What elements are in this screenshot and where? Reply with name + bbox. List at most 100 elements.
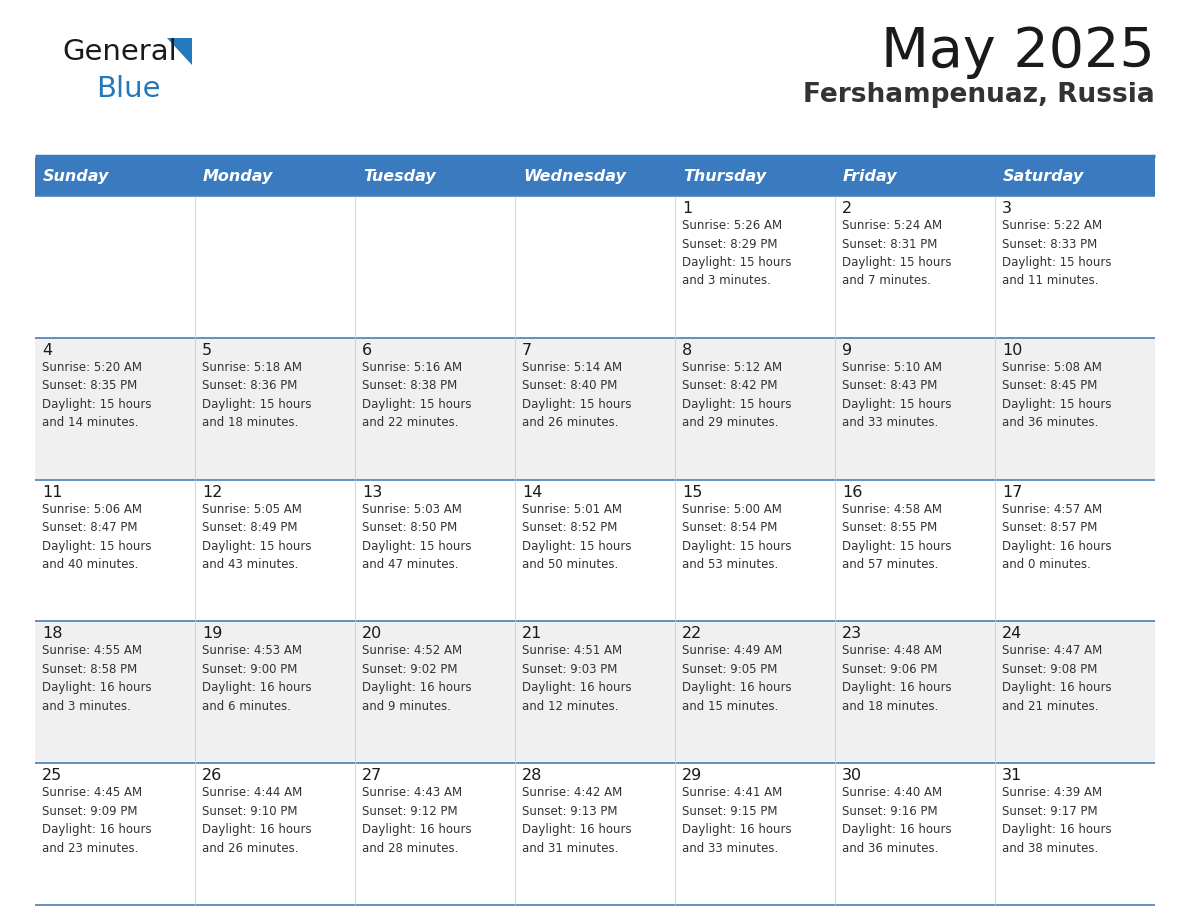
Bar	[195, 196, 355, 338]
Bar	[195, 338, 355, 479]
Bar	[516, 338, 675, 479]
Text: Sunrise: 4:48 AM
Sunset: 9:06 PM
Daylight: 16 hours
and 18 minutes.: Sunrise: 4:48 AM Sunset: 9:06 PM Dayligh…	[842, 644, 952, 713]
Text: Sunrise: 5:20 AM
Sunset: 8:35 PM
Daylight: 15 hours
and 14 minutes.: Sunrise: 5:20 AM Sunset: 8:35 PM Dayligh…	[42, 361, 152, 430]
Bar	[516, 621, 675, 763]
Text: Saturday: Saturday	[1003, 170, 1085, 185]
Text: Sunrise: 5:24 AM
Sunset: 8:31 PM
Daylight: 15 hours
and 7 minutes.: Sunrise: 5:24 AM Sunset: 8:31 PM Dayligh…	[842, 219, 952, 287]
Text: 19: 19	[202, 626, 222, 642]
Text: Blue: Blue	[96, 75, 160, 103]
Text: Sunrise: 4:40 AM
Sunset: 9:16 PM
Daylight: 16 hours
and 36 minutes.: Sunrise: 4:40 AM Sunset: 9:16 PM Dayligh…	[842, 786, 952, 855]
Text: Friday: Friday	[843, 170, 898, 185]
Text: 21: 21	[522, 626, 543, 642]
Text: 10: 10	[1001, 342, 1023, 358]
Bar	[516, 196, 675, 338]
Text: Sunrise: 4:42 AM
Sunset: 9:13 PM
Daylight: 16 hours
and 31 minutes.: Sunrise: 4:42 AM Sunset: 9:13 PM Dayligh…	[522, 786, 632, 855]
Text: Sunrise: 4:57 AM
Sunset: 8:57 PM
Daylight: 16 hours
and 0 minutes.: Sunrise: 4:57 AM Sunset: 8:57 PM Dayligh…	[1001, 502, 1112, 571]
Bar	[835, 763, 996, 905]
Text: 8: 8	[682, 342, 693, 358]
Bar	[675, 338, 835, 479]
Bar	[355, 158, 516, 196]
Text: 17: 17	[1001, 485, 1023, 499]
Text: 29: 29	[682, 768, 702, 783]
Polygon shape	[168, 38, 192, 65]
Bar	[996, 158, 1155, 196]
Text: 13: 13	[362, 485, 383, 499]
Text: Sunrise: 5:22 AM
Sunset: 8:33 PM
Daylight: 15 hours
and 11 minutes.: Sunrise: 5:22 AM Sunset: 8:33 PM Dayligh…	[1001, 219, 1112, 287]
Bar	[835, 621, 996, 763]
Text: Sunrise: 4:55 AM
Sunset: 8:58 PM
Daylight: 16 hours
and 3 minutes.: Sunrise: 4:55 AM Sunset: 8:58 PM Dayligh…	[42, 644, 152, 713]
Bar	[195, 158, 355, 196]
Text: Sunrise: 5:10 AM
Sunset: 8:43 PM
Daylight: 15 hours
and 33 minutes.: Sunrise: 5:10 AM Sunset: 8:43 PM Dayligh…	[842, 361, 952, 430]
Text: May 2025: May 2025	[881, 25, 1155, 79]
Bar	[996, 479, 1155, 621]
Bar	[996, 196, 1155, 338]
Text: 2: 2	[842, 201, 852, 216]
Bar	[34, 196, 195, 338]
Text: 22: 22	[682, 626, 702, 642]
Text: Sunrise: 4:49 AM
Sunset: 9:05 PM
Daylight: 16 hours
and 15 minutes.: Sunrise: 4:49 AM Sunset: 9:05 PM Dayligh…	[682, 644, 791, 713]
Text: 31: 31	[1001, 768, 1022, 783]
Bar	[675, 479, 835, 621]
Text: 15: 15	[682, 485, 702, 499]
Bar	[996, 763, 1155, 905]
Text: Fershampenuaz, Russia: Fershampenuaz, Russia	[803, 82, 1155, 108]
Text: Sunrise: 5:03 AM
Sunset: 8:50 PM
Daylight: 15 hours
and 47 minutes.: Sunrise: 5:03 AM Sunset: 8:50 PM Dayligh…	[362, 502, 472, 571]
Text: Wednesday: Wednesday	[523, 170, 626, 185]
Text: Sunday: Sunday	[43, 170, 109, 185]
Text: 28: 28	[522, 768, 543, 783]
Bar	[675, 621, 835, 763]
Bar	[34, 479, 195, 621]
Text: 14: 14	[522, 485, 543, 499]
Bar	[34, 338, 195, 479]
Bar	[355, 338, 516, 479]
Text: 27: 27	[362, 768, 383, 783]
Bar	[835, 479, 996, 621]
Text: Sunrise: 4:41 AM
Sunset: 9:15 PM
Daylight: 16 hours
and 33 minutes.: Sunrise: 4:41 AM Sunset: 9:15 PM Dayligh…	[682, 786, 791, 855]
Bar	[835, 158, 996, 196]
Text: 6: 6	[362, 342, 372, 358]
Text: Sunrise: 4:44 AM
Sunset: 9:10 PM
Daylight: 16 hours
and 26 minutes.: Sunrise: 4:44 AM Sunset: 9:10 PM Dayligh…	[202, 786, 311, 855]
Text: 7: 7	[522, 342, 532, 358]
Text: Sunrise: 4:39 AM
Sunset: 9:17 PM
Daylight: 16 hours
and 38 minutes.: Sunrise: 4:39 AM Sunset: 9:17 PM Dayligh…	[1001, 786, 1112, 855]
Bar	[34, 158, 195, 196]
Text: Sunrise: 4:45 AM
Sunset: 9:09 PM
Daylight: 16 hours
and 23 minutes.: Sunrise: 4:45 AM Sunset: 9:09 PM Dayligh…	[42, 786, 152, 855]
Text: Monday: Monday	[203, 170, 273, 185]
Bar	[516, 763, 675, 905]
Text: 12: 12	[202, 485, 222, 499]
Text: Sunrise: 5:08 AM
Sunset: 8:45 PM
Daylight: 15 hours
and 36 minutes.: Sunrise: 5:08 AM Sunset: 8:45 PM Dayligh…	[1001, 361, 1112, 430]
Bar	[516, 479, 675, 621]
Bar	[355, 479, 516, 621]
Text: 30: 30	[842, 768, 862, 783]
Text: General: General	[62, 38, 177, 66]
Bar	[835, 196, 996, 338]
Text: Sunrise: 4:47 AM
Sunset: 9:08 PM
Daylight: 16 hours
and 21 minutes.: Sunrise: 4:47 AM Sunset: 9:08 PM Dayligh…	[1001, 644, 1112, 713]
Bar	[835, 338, 996, 479]
Bar	[34, 763, 195, 905]
Text: 26: 26	[202, 768, 222, 783]
Bar	[996, 338, 1155, 479]
Bar	[675, 763, 835, 905]
Text: 1: 1	[682, 201, 693, 216]
Text: Sunrise: 5:16 AM
Sunset: 8:38 PM
Daylight: 15 hours
and 22 minutes.: Sunrise: 5:16 AM Sunset: 8:38 PM Dayligh…	[362, 361, 472, 430]
Text: Sunrise: 5:26 AM
Sunset: 8:29 PM
Daylight: 15 hours
and 3 minutes.: Sunrise: 5:26 AM Sunset: 8:29 PM Dayligh…	[682, 219, 791, 287]
Bar	[195, 621, 355, 763]
Text: 11: 11	[42, 485, 63, 499]
Text: Sunrise: 4:53 AM
Sunset: 9:00 PM
Daylight: 16 hours
and 6 minutes.: Sunrise: 4:53 AM Sunset: 9:00 PM Dayligh…	[202, 644, 311, 713]
Bar	[675, 158, 835, 196]
Bar	[195, 763, 355, 905]
Bar	[996, 621, 1155, 763]
Text: Tuesday: Tuesday	[364, 170, 436, 185]
Text: 18: 18	[42, 626, 63, 642]
Text: Sunrise: 5:06 AM
Sunset: 8:47 PM
Daylight: 15 hours
and 40 minutes.: Sunrise: 5:06 AM Sunset: 8:47 PM Dayligh…	[42, 502, 152, 571]
Bar	[355, 763, 516, 905]
Text: 9: 9	[842, 342, 852, 358]
Text: 23: 23	[842, 626, 862, 642]
Bar	[516, 158, 675, 196]
Text: Sunrise: 4:43 AM
Sunset: 9:12 PM
Daylight: 16 hours
and 28 minutes.: Sunrise: 4:43 AM Sunset: 9:12 PM Dayligh…	[362, 786, 472, 855]
Text: 20: 20	[362, 626, 383, 642]
Text: Sunrise: 5:14 AM
Sunset: 8:40 PM
Daylight: 15 hours
and 26 minutes.: Sunrise: 5:14 AM Sunset: 8:40 PM Dayligh…	[522, 361, 632, 430]
Bar	[34, 621, 195, 763]
Text: Sunrise: 5:12 AM
Sunset: 8:42 PM
Daylight: 15 hours
and 29 minutes.: Sunrise: 5:12 AM Sunset: 8:42 PM Dayligh…	[682, 361, 791, 430]
Text: Thursday: Thursday	[683, 170, 766, 185]
Text: Sunrise: 5:00 AM
Sunset: 8:54 PM
Daylight: 15 hours
and 53 minutes.: Sunrise: 5:00 AM Sunset: 8:54 PM Dayligh…	[682, 502, 791, 571]
